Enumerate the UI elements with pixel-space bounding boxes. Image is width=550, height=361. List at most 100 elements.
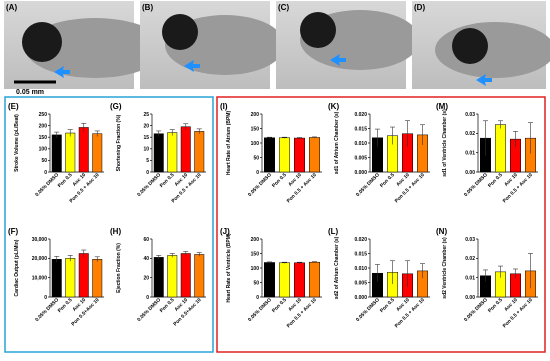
y-tick-label: 15 <box>143 135 149 141</box>
y-axis-label: sd2 of Atrium Chamber (s) <box>334 236 340 299</box>
bar <box>153 257 164 298</box>
bar <box>294 262 305 298</box>
group-box <box>216 96 546 353</box>
bar <box>264 262 275 298</box>
bar <box>180 253 191 298</box>
y-tick-label: 10,000 <box>32 275 48 281</box>
y-tick-label: 0.00 <box>465 295 475 301</box>
y-tick-label: 0 <box>44 295 47 301</box>
y-tick-label: 150 <box>251 251 260 257</box>
y-tick-label: 0.02 <box>465 131 475 137</box>
panel-label: (F) <box>8 227 19 236</box>
y-tick-label: 0.03 <box>465 237 475 243</box>
x-tick-label: Pon 0.5 <box>379 172 396 189</box>
y-tick-label: 100 <box>251 266 260 272</box>
y-tick-label: 0 <box>256 295 259 301</box>
x-tick-label: Pon 0.5 <box>271 172 288 189</box>
y-tick-label: 0.000 <box>354 170 367 176</box>
bar <box>279 262 290 298</box>
y-tick-label: 25 <box>143 112 149 118</box>
y-axis-label: Stroke Volume (pL/Beat) <box>14 114 20 172</box>
panel-label: (J) <box>220 227 230 236</box>
bar <box>279 137 290 173</box>
bar <box>78 253 89 298</box>
y-tick-label: 0.005 <box>354 280 367 286</box>
y-axis-label: Ejection Fraction (%) <box>116 243 122 293</box>
x-tick-label: Pon 0.5 <box>487 172 504 189</box>
y-tick-label: 0.020 <box>354 112 367 118</box>
y-tick-label: 100 <box>39 147 48 153</box>
x-tick-label: 0.05% DMSO <box>355 172 381 198</box>
x-tick-label: 0.05% DMSO <box>355 297 381 323</box>
y-axis-label: sd2 Ventricle Chamber (s) <box>442 237 448 299</box>
y-tick-label: 50 <box>41 158 47 164</box>
y-tick-label: 20 <box>143 123 149 129</box>
bar <box>65 258 76 298</box>
y-axis-label: sd1 of Ventricle Chamber (s) <box>442 109 448 177</box>
y-tick-label: 0.010 <box>354 266 367 272</box>
y-tick-label: 60 <box>143 237 149 243</box>
bar <box>92 133 103 173</box>
y-tick-label: 50 <box>253 155 259 161</box>
bar <box>153 133 164 173</box>
y-axis-label: sd1 of Atrium Chamber (s) <box>334 111 340 174</box>
y-tick-label: 0.01 <box>465 150 475 156</box>
panel-label: (H) <box>110 227 121 236</box>
x-tick-label: Pon 0.5 <box>57 297 74 314</box>
bar <box>309 261 320 298</box>
panel-label: (N) <box>436 227 447 236</box>
bar <box>92 259 103 298</box>
panel-label: (I) <box>220 102 228 111</box>
x-tick-label: Pon 0.5 <box>159 172 176 189</box>
y-tick-label: 30,000 <box>32 237 48 243</box>
y-tick-label: 0 <box>44 170 47 176</box>
y-tick-label: 0 <box>256 170 259 176</box>
photo-c <box>276 1 420 89</box>
x-tick-label: Pon 0.5 <box>487 297 504 314</box>
y-tick-label: 20 <box>143 275 149 281</box>
image-label: (C) <box>278 3 289 12</box>
y-tick-label: 0.010 <box>354 141 367 147</box>
bar <box>194 131 205 173</box>
y-tick-label: 0.020 <box>354 237 367 243</box>
y-tick-label: 0 <box>146 170 149 176</box>
y-tick-label: 40 <box>143 256 149 262</box>
y-tick-label: 100 <box>251 141 260 147</box>
y-axis-label: Cardiac Output (pL/Min) <box>14 239 20 296</box>
scale-bar-label: 0.05 mm <box>16 89 44 96</box>
panel-label: (M) <box>436 102 448 111</box>
x-tick-label: Pon 0.5 <box>57 172 74 189</box>
bar <box>180 126 191 173</box>
bar <box>194 254 205 298</box>
image-label: (D) <box>414 3 425 12</box>
photo-b <box>140 1 285 89</box>
y-tick-label: 250 <box>39 112 48 118</box>
y-tick-label: 5 <box>146 158 149 164</box>
photo-a <box>4 1 165 89</box>
image-label: (A) <box>6 3 17 12</box>
y-tick-label: 50 <box>253 280 259 286</box>
x-tick-label: 0.05% DMSO <box>463 172 489 198</box>
y-tick-label: 0.015 <box>354 126 367 132</box>
panel-label: (L) <box>328 227 339 236</box>
y-tick-label: 150 <box>251 126 260 132</box>
y-tick-label: 200 <box>251 237 260 243</box>
photo-d <box>412 1 550 89</box>
y-axis-label: Heart Rate of Atrium (BPM) <box>226 111 232 176</box>
x-tick-label: Pon 0.5 <box>159 297 176 314</box>
group-box <box>4 96 214 353</box>
bar <box>65 132 76 173</box>
y-tick-label: 0.02 <box>465 256 475 262</box>
y-tick-label: 150 <box>39 135 48 141</box>
bar <box>51 259 62 298</box>
y-tick-label: 0.005 <box>354 155 367 161</box>
y-tick-label: 0.03 <box>465 112 475 118</box>
y-tick-label: 0 <box>146 295 149 301</box>
y-tick-label: 200 <box>251 112 260 118</box>
y-tick-label: 0.015 <box>354 251 367 257</box>
bar <box>167 255 178 298</box>
y-tick-label: 0.000 <box>354 295 367 301</box>
bar <box>78 127 89 173</box>
bar <box>264 137 275 173</box>
